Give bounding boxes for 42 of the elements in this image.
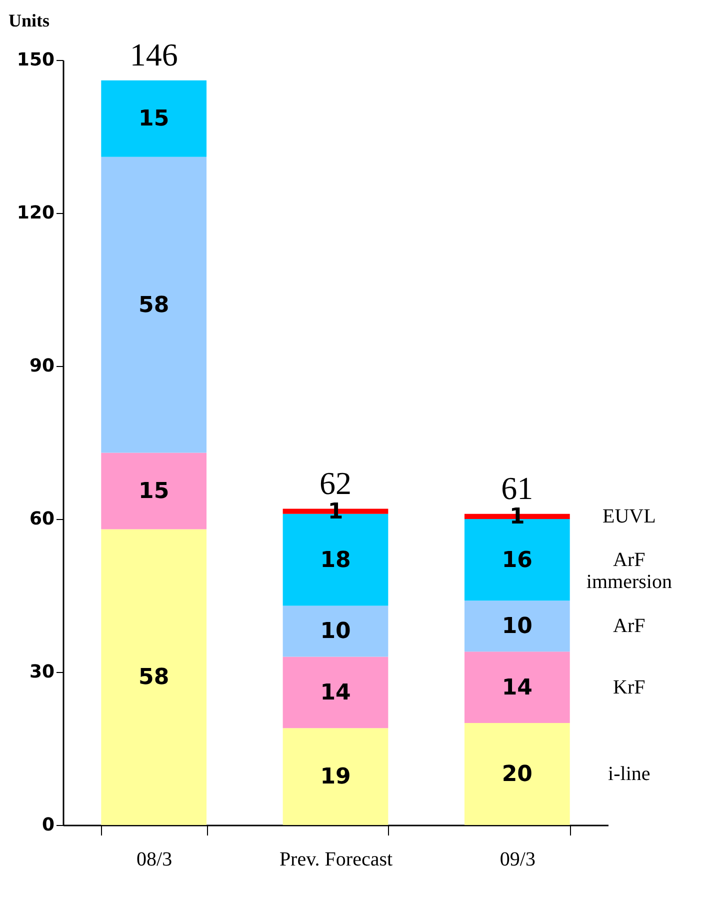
series-label: EUVL (602, 505, 656, 528)
series-label: ArF immersion (586, 548, 672, 593)
x-tick-label: 08/3 (136, 848, 172, 870)
data-label: 15 (138, 106, 170, 132)
bar (282, 656, 388, 728)
x-tick-label: 09/3 (500, 848, 536, 870)
total-label: 62 (320, 464, 352, 501)
data-label: 1 (510, 504, 525, 530)
bar (101, 452, 207, 530)
y-tick-label: 120 (16, 202, 54, 224)
y-tick-label: 90 (29, 356, 54, 376)
bar (464, 652, 570, 723)
bar (101, 80, 207, 157)
data-label: 10 (320, 619, 351, 644)
bar (101, 156, 207, 453)
data-label: 18 (320, 548, 351, 573)
data-label: 14 (320, 680, 351, 706)
data-label: 58 (138, 665, 170, 690)
data-label: 15 (138, 478, 170, 504)
bar (464, 600, 570, 652)
text: ArF (613, 615, 646, 638)
data-label: 19 (320, 764, 351, 790)
bar (101, 529, 207, 825)
data-label: 58 (138, 292, 170, 318)
y-tick-label: 0 (42, 814, 54, 836)
y-tick-label: 150 (16, 50, 54, 70)
data-label: 14 (502, 675, 532, 700)
data-label: 1 (328, 499, 344, 524)
bar (282, 728, 388, 825)
text: KrF (613, 676, 646, 698)
series-label: i-line (608, 763, 650, 785)
y-axis-title: Units (8, 10, 50, 30)
x-tick-label: Prev. Forecast (279, 848, 393, 870)
bar (464, 723, 570, 825)
total-label: 146 (130, 36, 178, 72)
data-label: 10 (502, 614, 532, 640)
data-label: 16 (502, 548, 532, 573)
data-label: 20 (502, 762, 532, 787)
total-label: 61 (501, 470, 534, 506)
bar (282, 606, 388, 657)
y-tick-label: 60 (29, 508, 54, 530)
y-tick-label: 30 (29, 662, 54, 682)
